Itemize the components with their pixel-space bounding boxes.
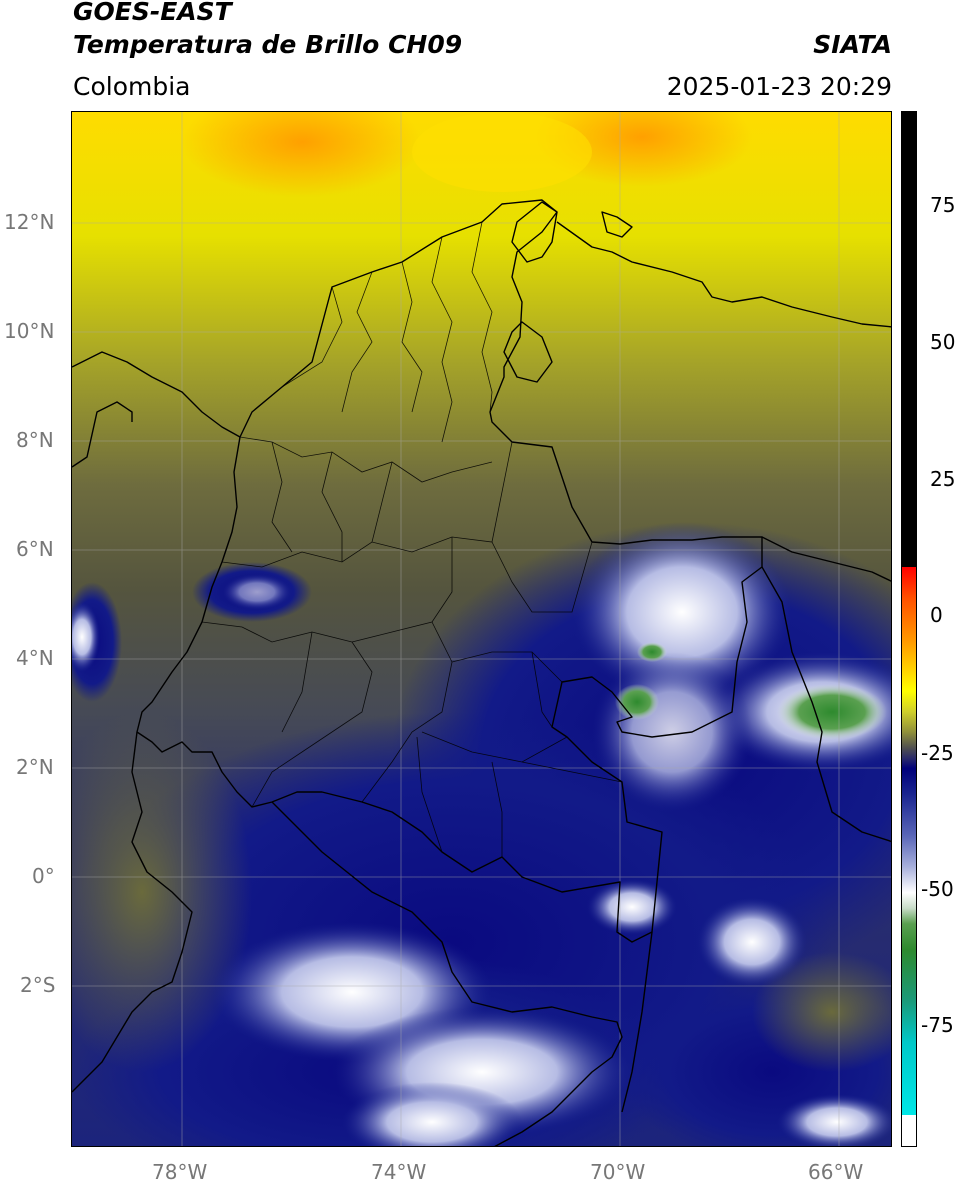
colorbar-tick-label: -50 [921, 877, 954, 901]
lat-tick-label: 2°S [20, 973, 56, 997]
lon-tick-label: 78°W [152, 1160, 208, 1184]
colorbar-tick-label: -75 [921, 1013, 954, 1037]
colorbar-tick-label: 50 [930, 330, 956, 354]
product-title: Temperatura de Brillo CH09 [73, 30, 463, 59]
region-label: Colombia [73, 72, 191, 101]
colorbar-tick-label: 25 [930, 467, 956, 491]
lat-tick-label: 2°N [16, 755, 54, 779]
satellite-map [71, 111, 892, 1147]
lat-tick-label: 6°N [16, 537, 54, 561]
satellite-title: GOES-EAST [73, 0, 232, 26]
lat-tick-label: 0° [32, 864, 55, 888]
colorbar-tick-label: -25 [921, 741, 954, 765]
colorbar-tick-label: 0 [930, 603, 943, 627]
lon-tick-label: 74°W [371, 1160, 427, 1184]
colorbar [901, 111, 917, 1147]
lon-tick-label: 70°W [590, 1160, 646, 1184]
colorbar-tick-label: 75 [930, 193, 956, 217]
lat-tick-label: 12°N [4, 210, 55, 234]
lon-tick-label: 66°W [808, 1160, 864, 1184]
lat-tick-label: 10°N [4, 319, 55, 343]
graticule [72, 112, 891, 1146]
department-borders [201, 221, 623, 857]
lat-tick-label: 8°N [16, 428, 54, 452]
country-borders [72, 199, 891, 1146]
agency-label: SIATA [813, 30, 892, 59]
datetime-label: 2025-01-23 20:29 [666, 72, 892, 101]
lat-tick-label: 4°N [16, 646, 54, 670]
